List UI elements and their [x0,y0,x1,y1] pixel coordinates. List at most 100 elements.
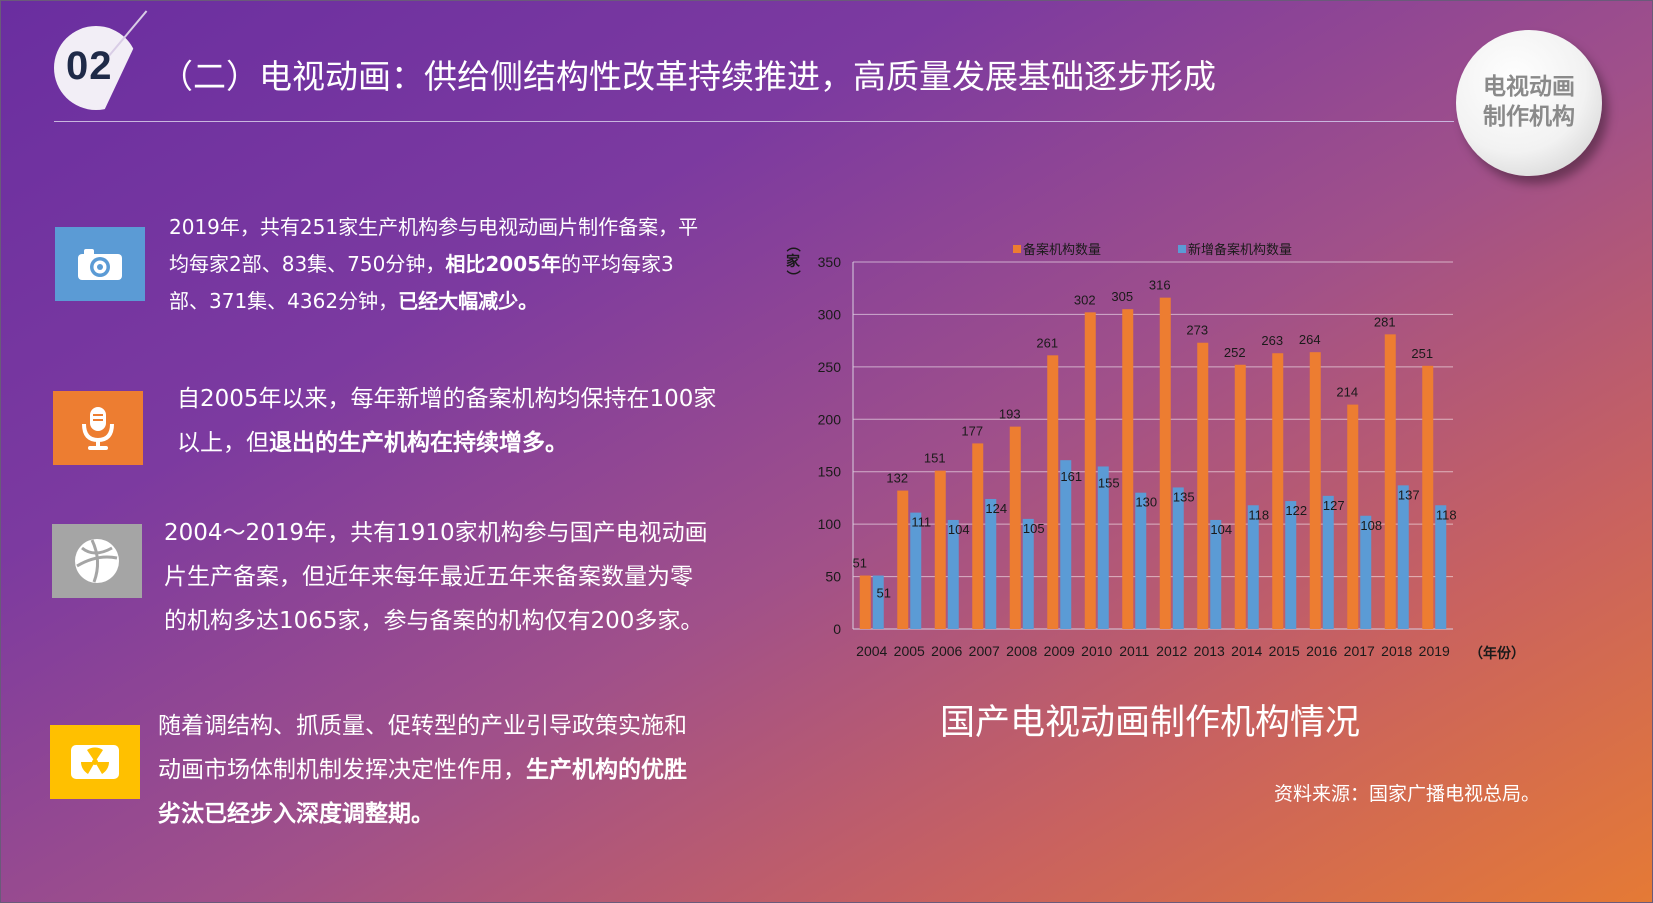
y-axis-label-char: ） [784,270,800,284]
radiation-icon-tile [50,725,140,799]
bar-filed [1047,355,1059,629]
data-label-filed: 302 [1074,292,1096,307]
x-axis-label: （年份） [1469,645,1525,662]
data-label-new: 155 [1098,475,1120,490]
bar-filed [897,490,909,629]
y-tick-label: 300 [818,306,842,322]
legend-label-new: 新增备案机构数量 [1188,242,1292,258]
bar-new [1397,485,1409,629]
data-label-filed: 177 [961,423,983,438]
x-tick-label: 2005 [894,643,925,659]
bar-new [947,519,959,629]
x-tick-label: 2017 [1344,643,1375,659]
data-label-filed: 151 [924,451,946,466]
y-axis-label-char: （ [784,238,800,252]
x-tick-label: 2015 [1269,643,1300,659]
x-tick-label: 2008 [1006,643,1037,659]
y-tick-label: 250 [818,359,842,375]
data-label-filed: 132 [886,471,908,486]
y-tick-label: 150 [818,464,842,480]
data-label-filed: 193 [999,407,1021,422]
bar-filed [1197,342,1209,629]
source-note: 资料来源：国家广播电视总局。 [1274,783,1541,805]
bar-new [985,498,997,629]
data-label-filed: 263 [1261,333,1283,348]
data-label-filed: 273 [1186,323,1208,338]
microphone-icon-tile [53,391,143,465]
paragraph-4: 随着调结构、抓质量、促转型的产业引导政策实施和动画市场体制机制发挥决定性作用，生… [158,704,703,836]
chart-title: 国产电视动画制作机构情况 [939,703,1360,743]
data-label-filed: 316 [1149,278,1171,293]
y-tick-label: 200 [818,411,842,427]
section-number: 02 [66,44,113,88]
data-label-new: 124 [985,501,1007,516]
x-tick-label: 2007 [969,643,1000,659]
data-label-new: 104 [1210,522,1232,537]
data-label-new: 122 [1285,503,1307,518]
bar-filed [1384,334,1396,629]
data-label-new: 111 [911,515,931,530]
x-tick-label: 2011 [1119,643,1149,659]
bar-filed [1347,404,1359,629]
paragraph-2: 自2005年以来，每年新增的备案机构均保持在100家以上，但退出的生产机构在持续… [177,377,722,465]
data-label-new: 130 [1135,495,1157,510]
paragraph-1-seg3: 的平均每家3部、371集、4362分钟， [169,252,674,313]
paragraph-1: 2019年，共有251家生产机构参与电视动画片制作备案，平均每家2部、83集、7… [169,209,709,320]
x-tick-label: 2019 [1419,643,1450,659]
bar-filed [1234,364,1246,629]
radiation-icon [71,745,119,779]
data-label-new: 104 [948,522,970,537]
bar-new [1247,505,1259,629]
paragraph-1-seg2: 相比2005年 [445,252,562,276]
paragraph-3-seg1: 2004～2019年，共有1910家机构参与国产电视动画片生产备案，但近年来每年… [164,520,708,634]
header-divider [54,121,1454,122]
data-label-new: 127 [1323,498,1345,513]
bar-filed [859,575,871,629]
data-label-new: 118 [1248,507,1269,522]
paragraph-4-seg2: 生产机构的优胜劣汰已经步入深度调整期。 [158,757,687,827]
bar-filed [1122,309,1134,629]
data-label-filed: 281 [1374,314,1396,329]
bar-filed [972,443,984,629]
basketball-icon [75,539,119,583]
camera-icon-tile [55,227,145,301]
legend-swatch-new [1178,245,1186,253]
data-label-new: 161 [1060,469,1082,484]
bar-new [1135,492,1147,629]
y-tick-label: 350 [818,254,842,270]
x-tick-label: 2006 [931,643,962,659]
paragraph-1-seg1: 2019年，共有251家生产机构参与电视动画片制作备案，平均每家2部、83集、7… [169,215,699,276]
data-label-new: 51 [877,586,891,601]
corner-badge [1456,30,1602,176]
paragraph-1-seg4: 已经大幅减少。 [398,289,539,313]
paragraph-4-seg1: 随着调结构、抓质量、促转型的产业引导政策实施和动画市场体制机制发挥决定性作用， [158,713,687,783]
bar-new [1022,518,1034,629]
data-label-new: 135 [1173,489,1195,504]
corner-badge-line2: 制作机构 [1483,104,1575,130]
paragraph-2-seg1: 自2005年以来，每年新增的备案机构均保持在100家以上，但 [177,386,717,456]
bar-new [1285,501,1297,629]
bar-filed [934,470,946,629]
x-tick-label: 2009 [1044,643,1075,659]
data-label-filed: 261 [1036,335,1058,350]
data-label-new: 105 [1023,521,1045,536]
data-label-filed: 305 [1111,289,1133,304]
data-label-new: 118 [1436,507,1457,522]
y-tick-label: 0 [833,621,841,637]
data-label-filed: 251 [1411,346,1433,361]
paragraph-2-seg2: 退出的生产机构在持续增多。 [269,430,568,456]
x-tick-label: 2010 [1081,643,1112,659]
data-label-new: 137 [1398,487,1420,502]
x-tick-label: 2004 [856,643,887,659]
bar-filed [1422,365,1434,629]
bar-new [910,512,922,629]
camera-icon [78,249,122,280]
data-label-filed: 264 [1299,332,1321,347]
y-tick-label: 100 [818,516,842,532]
bar-new [1435,505,1447,629]
bar-filed [1084,312,1096,629]
bar-new [872,575,884,629]
bar-new [1322,495,1334,629]
y-tick-label: 50 [825,569,841,585]
